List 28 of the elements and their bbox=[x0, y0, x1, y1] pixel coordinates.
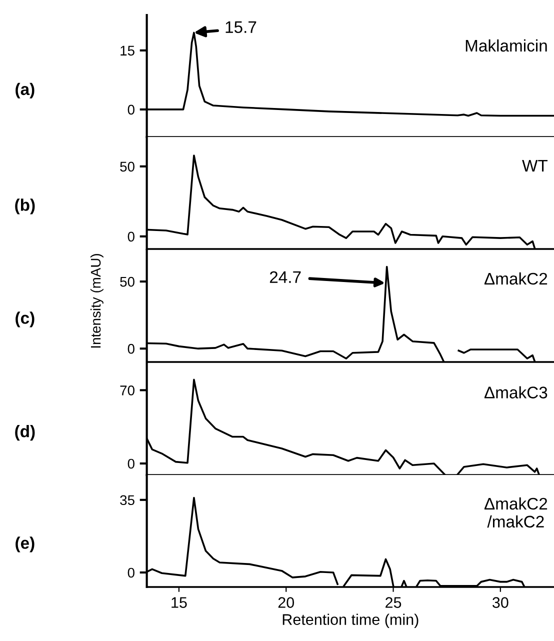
text: (c) bbox=[16, 312, 34, 328]
annotation: 24.7 bbox=[270, 271, 301, 283]
y-tick-label: 15 bbox=[120, 46, 134, 56]
text: (b) bbox=[15, 198, 35, 214]
text: (a) bbox=[16, 82, 34, 98]
y-tick-label: 70 bbox=[120, 386, 134, 396]
text: (e) bbox=[16, 536, 34, 552]
x-tick-label: 15 bbox=[172, 597, 187, 608]
annotation: ΔmakC3 bbox=[484, 386, 548, 398]
y-tick-label: 50 bbox=[120, 162, 134, 172]
y-tick-label: 50 bbox=[120, 276, 134, 287]
y-tick-label: 0 bbox=[128, 232, 134, 242]
annotation: ΔmakC2 bbox=[484, 272, 548, 285]
y-tick-label: 35 bbox=[120, 495, 134, 506]
y-axis-title: Intensity (mAU) bbox=[90, 254, 104, 348]
y-tick-label: 0 bbox=[128, 104, 134, 115]
x-tick-label: 25 bbox=[386, 597, 402, 608]
annotation: WT bbox=[522, 160, 548, 172]
x-tick-label: 20 bbox=[278, 597, 294, 608]
annotation: Maklamicin bbox=[466, 39, 547, 52]
y-tick-label: 0 bbox=[128, 458, 134, 469]
x-tick-label: 30 bbox=[492, 597, 508, 608]
annotation: ΔmakC2 /makC2 bbox=[484, 497, 548, 528]
text: (d) bbox=[15, 425, 35, 441]
y-tick-label: 0 bbox=[128, 344, 134, 354]
x-axis-title: Retention time (min) bbox=[282, 614, 418, 628]
annotation: 15.7 bbox=[226, 21, 256, 34]
y-tick-label: 0 bbox=[128, 568, 134, 578]
